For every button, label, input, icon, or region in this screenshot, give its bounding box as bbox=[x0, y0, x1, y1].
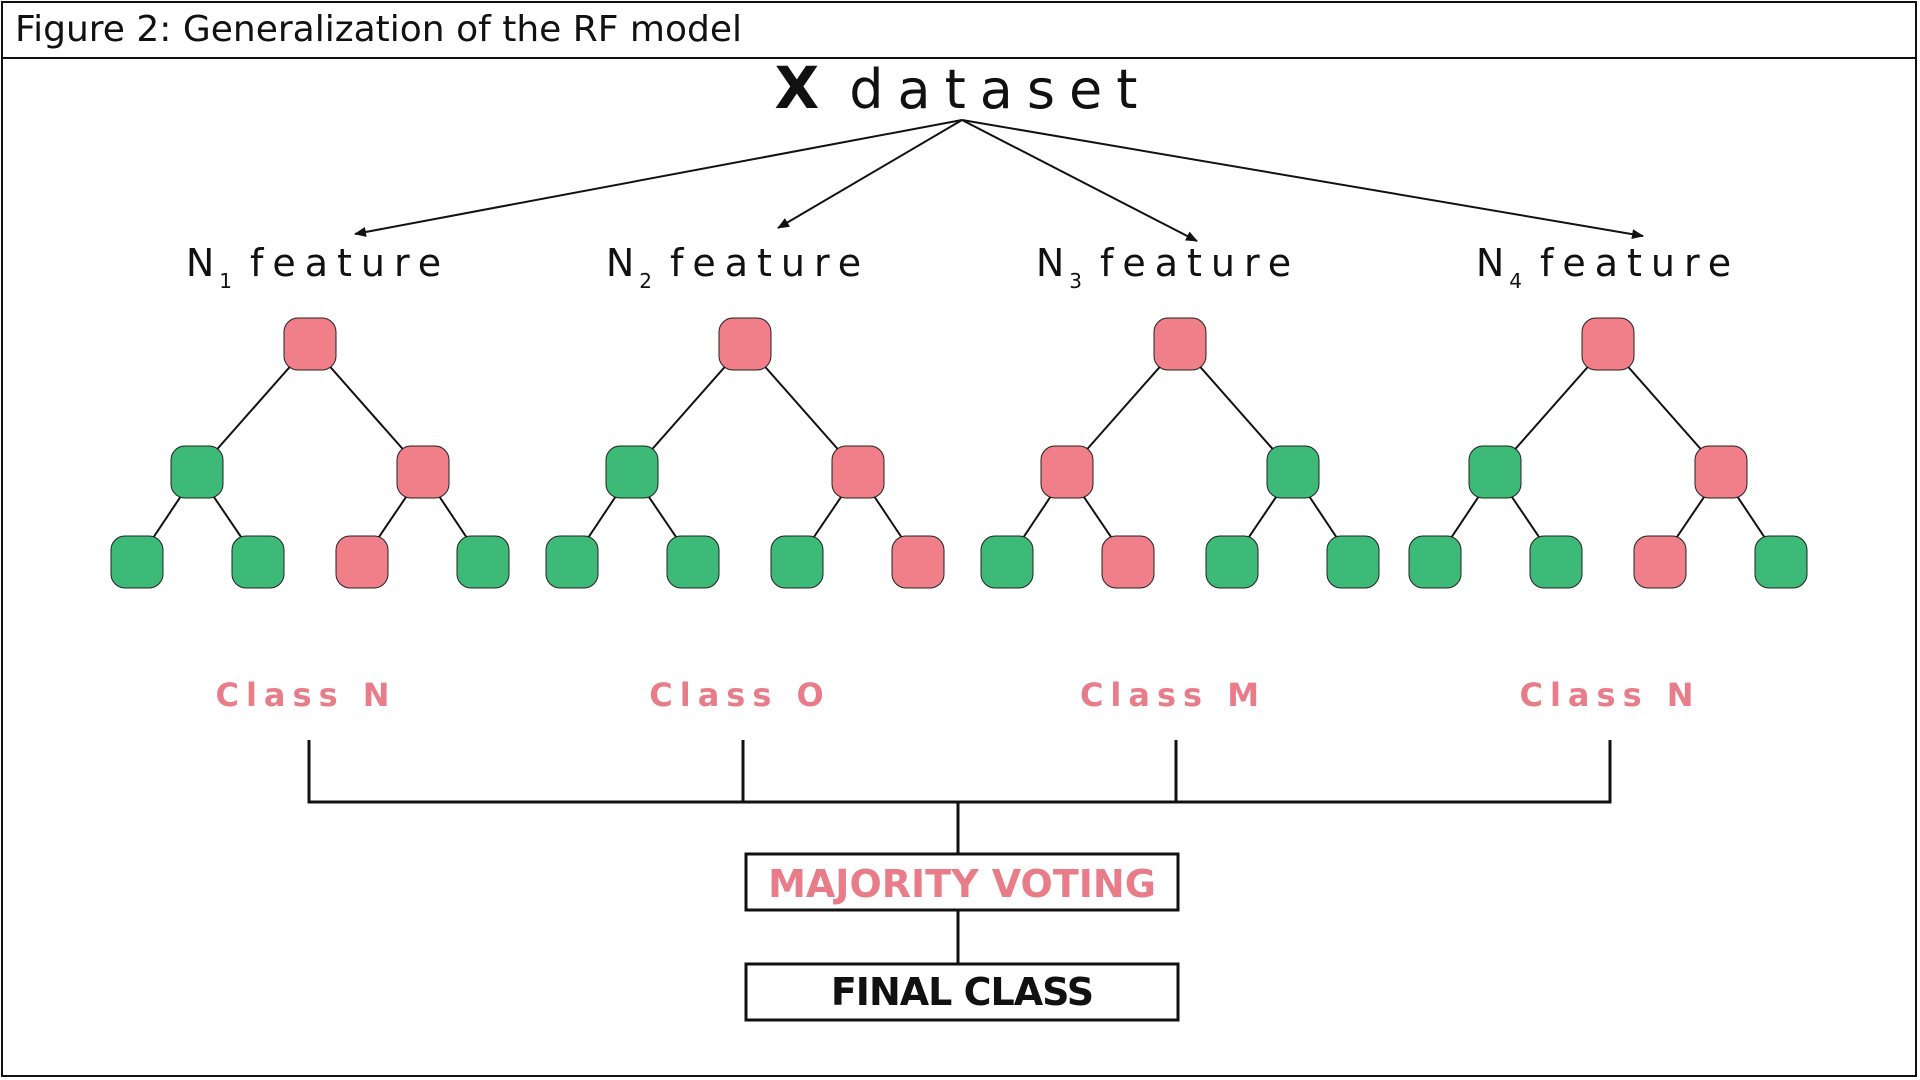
feature-prefix: N bbox=[1476, 241, 1513, 285]
tree-leaf-node bbox=[1326, 535, 1380, 589]
arrow-to-feature-3 bbox=[961, 119, 1198, 242]
tree-branch-node bbox=[831, 445, 885, 499]
tree-branch-node bbox=[1040, 445, 1094, 499]
tree-1 bbox=[110, 317, 510, 589]
dataset-label: dataset bbox=[849, 58, 1151, 121]
tree-leaf-node bbox=[335, 535, 389, 589]
final-class-label: FINAL CLASS bbox=[831, 970, 1093, 1014]
feature-subscript: 4 bbox=[1509, 269, 1522, 293]
feature-label-4: N4 feature bbox=[1476, 241, 1740, 293]
dataset-x: X bbox=[775, 54, 820, 122]
tree-leaf-node bbox=[1754, 535, 1808, 589]
tree-branch-node bbox=[1694, 445, 1748, 499]
feature-labels: N1 feature N2 feature N3 feature N4 feature bbox=[186, 241, 1740, 293]
tree-leaf-node bbox=[231, 535, 285, 589]
tree-leaf-node bbox=[110, 535, 164, 589]
tree-branch-node bbox=[605, 445, 659, 499]
tree-3 bbox=[980, 317, 1380, 589]
tree-leaf-node bbox=[980, 535, 1034, 589]
tree-branch-node bbox=[396, 445, 450, 499]
arrow-to-feature-1 bbox=[354, 119, 963, 237]
class-label-4: Class N bbox=[1519, 676, 1700, 714]
caption-bar: Figure 2: Generalization of the RF model bbox=[1, 1, 1917, 59]
feature-subscript: 2 bbox=[639, 269, 652, 293]
feature-prefix: N bbox=[186, 241, 223, 285]
class-label-2: Class O bbox=[649, 676, 830, 714]
tree-leaf-node bbox=[1205, 535, 1259, 589]
tree-leaf-node bbox=[770, 535, 824, 589]
tree-leaf-node bbox=[1101, 535, 1155, 589]
tree-root-node bbox=[1581, 317, 1635, 371]
arrow-to-feature-4 bbox=[961, 119, 1644, 240]
figure-caption: Figure 2: Generalization of the RF model bbox=[15, 9, 742, 50]
feature-subscript: 1 bbox=[219, 269, 232, 293]
feature-label-2: N2 feature bbox=[606, 241, 870, 293]
tree-2 bbox=[545, 317, 945, 589]
feature-subscript: 3 bbox=[1069, 269, 1082, 293]
final-class-box bbox=[744, 962, 1180, 1022]
tree-leaf-node bbox=[545, 535, 599, 589]
tree-root-node bbox=[1153, 317, 1207, 371]
majority-voting-label: MAJORITY VOTING bbox=[768, 862, 1156, 906]
decision-trees bbox=[110, 317, 1808, 589]
tree-root-node bbox=[718, 317, 772, 371]
class-label-3: Class M bbox=[1080, 676, 1266, 714]
class-labels: Class N Class O Class M Class N bbox=[215, 676, 1700, 714]
tree-leaf-node bbox=[1529, 535, 1583, 589]
majority-voting-box bbox=[744, 852, 1180, 912]
tree-leaf-node bbox=[666, 535, 720, 589]
class-label-1: Class N bbox=[215, 676, 396, 714]
arrow-to-feature-2 bbox=[777, 119, 963, 229]
tree-leaf-node bbox=[1408, 535, 1462, 589]
arrows bbox=[354, 119, 1644, 242]
tree-leaf-node bbox=[891, 535, 945, 589]
tree-branch-node bbox=[170, 445, 224, 499]
feature-word: feature bbox=[1540, 241, 1740, 285]
feature-label-1: N1 feature bbox=[186, 241, 450, 293]
feature-prefix: N bbox=[606, 241, 643, 285]
feature-word: feature bbox=[250, 241, 450, 285]
feature-label-3: N3 feature bbox=[1036, 241, 1300, 293]
tree-branch-node bbox=[1266, 445, 1320, 499]
feature-word: feature bbox=[1100, 241, 1300, 285]
feature-prefix: N bbox=[1036, 241, 1073, 285]
tree-leaf-node bbox=[1633, 535, 1687, 589]
tree-4 bbox=[1408, 317, 1808, 589]
feature-word: feature bbox=[670, 241, 870, 285]
voting-bracket bbox=[307, 740, 1612, 854]
tree-branch-node bbox=[1468, 445, 1522, 499]
tree-leaf-node bbox=[456, 535, 510, 589]
tree-root-node bbox=[283, 317, 337, 371]
